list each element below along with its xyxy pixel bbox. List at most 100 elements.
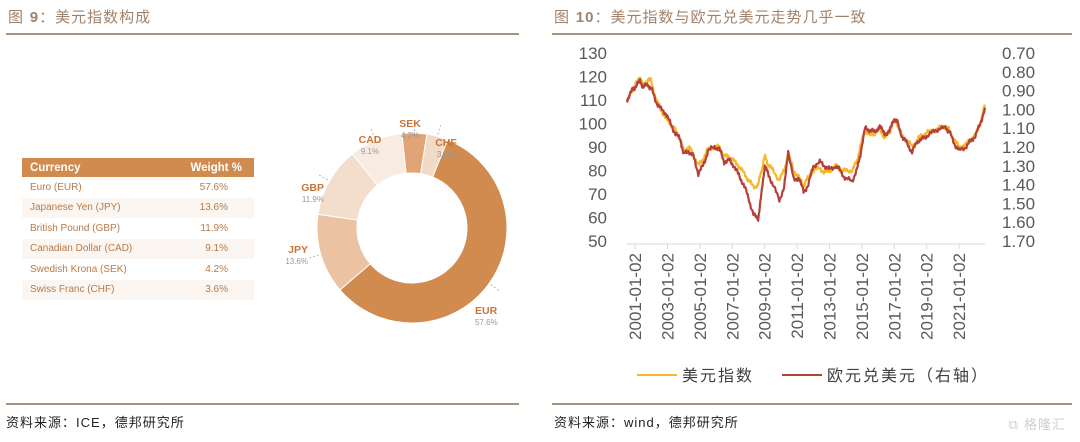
leader-line [490,284,501,292]
title-divider [6,33,519,35]
title-prefix: 图 [8,8,25,26]
column-header-currency: Currency [22,158,163,177]
y-right-tick-label: 0.80 [1002,63,1035,82]
table-row: Swedish Krona (SEK) 4.2% [22,259,254,280]
y-right-tick-label: 0.70 [1002,44,1035,63]
slice-label: CHF [435,137,457,149]
weight-cell: 13.6% [162,197,254,218]
x-tick-label: 2011-01-02 [788,253,807,339]
y-right-tick-label: 1.30 [1002,157,1035,176]
slice-value-label: 9.1% [361,147,379,156]
slice-value-label: 4.2% [401,131,419,140]
x-tick-label: 2001-01-02 [626,253,645,340]
y-right-tick-label: 1.00 [1002,100,1035,119]
legend-label: 欧元兑美元（右轴） [827,366,989,385]
table-row: Canadian Dollar (CAD) 9.1% [22,238,254,259]
slice-label: GBP [301,182,324,194]
currency-weight-table: Currency Weight % Euro (EUR) 57.6% Japane… [22,158,254,300]
weight-cell: 11.9% [200,222,228,234]
title-number: 10 [575,9,595,26]
y-right-tick-label: 0.90 [1002,82,1035,101]
weight-cell: 3.6% [162,279,254,300]
y-right-tick-label: 1.50 [1002,194,1035,213]
source-note: 资料来源：wind，德邦研究所 [554,412,739,431]
slice-value-label: 3.6% [437,150,455,159]
y-left-tick-label: 80 [588,162,607,181]
title-text: ：美元指数构成 [39,8,152,26]
y-left-tick-label: 60 [588,209,607,228]
leader-line [369,127,376,139]
slice-value-label: 57.6% [475,318,498,327]
table-row: Swiss Franc (CHF) 3.6% [22,279,254,300]
slice-value-label: 13.6% [285,257,308,266]
currency-cell: Swiss Franc (CHF) [22,279,163,300]
source-note: 资料来源：ICE，德邦研究所 [6,412,185,431]
table-row: British Pound (GBP) 11.9% [22,218,254,239]
donut-slice-chf [420,133,449,178]
weight-cell: 57.6% [199,181,228,193]
x-tick-label: 2003-01-02 [658,253,677,340]
y-left-tick-label: 110 [580,91,607,110]
slice-value-label: 11.9% [302,195,324,204]
donut-slice-eur [339,139,508,324]
x-tick-label: 2013-01-02 [820,253,839,340]
title-divider [552,33,1072,35]
currency-cell: Canadian Dollar (CAD) [22,238,163,259]
currency-cell: Euro (EUR) [30,181,82,193]
source-suffix: ，德邦研究所 [654,416,739,431]
y-right-tick-label: 1.60 [1002,213,1035,232]
currency-cell: British Pound (GBP) [30,222,121,234]
y-right-tick-label: 1.10 [1002,119,1035,138]
table-row: Japanese Yen (JPY) 13.6% [22,197,254,218]
table-row: Euro (EUR) 57.6% [22,177,254,198]
figure-9-title: 图 9：美元指数构成 [8,6,151,27]
title-text: ：美元指数与欧元兑美元走势几乎一致 [594,8,867,26]
y-left-tick-label: 90 [588,138,607,157]
dxy-eurusd-line-chart: 13012011010090807060500.700.800.901.001.… [579,44,1035,385]
column-header-weight: Weight % [162,158,254,177]
leader-line [437,122,442,135]
currency-cell: Japanese Yen (JPY) [22,197,163,218]
title-number: 9 [29,9,40,26]
title-prefix: 图 [554,8,571,26]
source-name: ICE [76,415,101,430]
x-tick-label: 2019-01-02 [918,253,937,340]
table-header-row: Currency Weight % [22,158,254,177]
slice-label: SEK [399,118,421,130]
source-name: wind [624,415,655,430]
y-right-tick-label: 1.70 [1002,232,1035,251]
currency-cell: Swedish Krona (SEK) [30,263,127,275]
figure-10-title: 图 10：美元指数与欧元兑美元走势几乎一致 [554,6,867,27]
series-line-eurusd [625,78,987,222]
x-tick-label: 2015-01-02 [853,253,872,340]
y-right-tick-label: 1.40 [1002,176,1035,195]
y-left-tick-label: 70 [588,185,607,204]
leader-line [307,254,319,259]
watermark-text: 格隆汇 [1023,418,1066,433]
source-suffix: ，德邦研究所 [100,416,185,431]
y-left-tick-label: 130 [579,44,607,63]
x-tick-label: 2005-01-02 [691,253,710,340]
source-prefix: 资料来源： [6,416,77,431]
watermark-logo: ⧉ 格隆汇 [1009,414,1066,433]
source-divider [6,403,519,405]
slice-label: JPY [288,244,308,256]
y-right-tick-label: 1.20 [1002,138,1035,157]
watermark-icon: ⧉ [1008,418,1024,433]
y-left-tick-label: 50 [588,232,607,251]
leader-line [317,173,329,181]
x-tick-label: 2021-01-02 [950,253,969,340]
x-tick-label: 2009-01-02 [756,253,775,340]
slice-label: EUR [475,305,498,317]
slice-label: CAD [359,134,382,146]
source-divider [552,403,1072,405]
x-tick-label: 2007-01-02 [723,253,742,340]
weight-cell: 9.1% [162,238,254,259]
source-prefix: 资料来源： [554,416,625,431]
x-tick-label: 2017-01-02 [885,253,904,340]
y-left-tick-label: 100 [579,115,607,134]
y-left-tick-label: 120 [579,68,607,87]
weight-cell: 4.2% [205,263,228,275]
legend-label: 美元指数 [682,366,754,385]
